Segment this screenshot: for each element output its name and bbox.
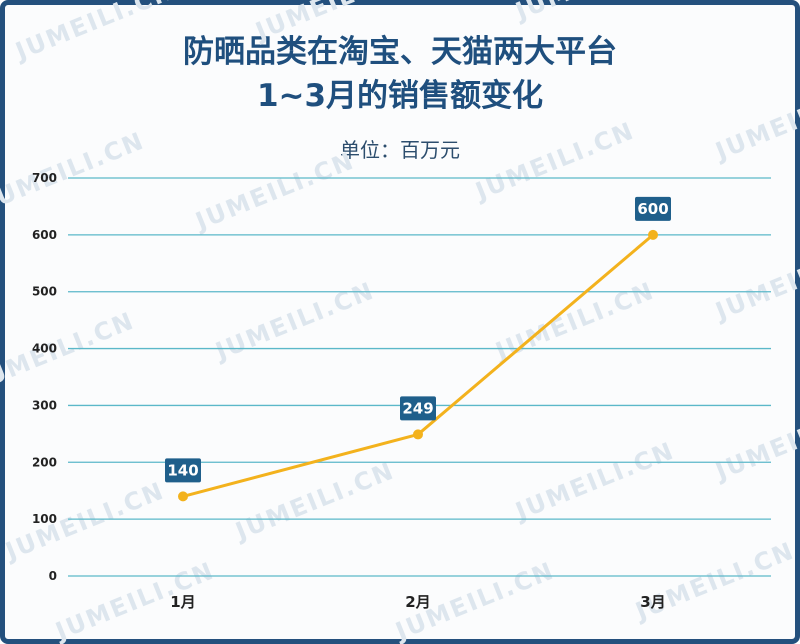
- watermark-text: JUMEILI.CN: [710, 396, 800, 486]
- data-point: [413, 429, 423, 440]
- y-tick-label: 400: [32, 342, 57, 356]
- y-tick-label: 300: [32, 398, 57, 412]
- watermark-text: JUMEILI.CN: [190, 146, 359, 236]
- watermark-text: JUMEILI.CN: [10, 0, 179, 66]
- watermark-text: JUMEILI.CN: [630, 536, 799, 626]
- watermark-text: JUMEILI.CN: [210, 276, 379, 366]
- series-line: [182, 233, 654, 498]
- y-tick-label: 0: [49, 569, 57, 583]
- data-label: 249: [402, 399, 433, 417]
- watermark-text: JUMEILI.CN: [250, 0, 419, 46]
- data-label-box: [400, 396, 436, 421]
- watermark-text: JUMEILI.CN: [0, 476, 169, 566]
- watermark-text: JUMEILI.CN: [470, 116, 639, 206]
- unit-label: 单位：百万元: [340, 138, 460, 162]
- chart-title: 防晒品类在淘宝、天猫两大平台 1~3月的销售额变化: [0, 30, 800, 118]
- watermark-text: JUMEILI.CN: [710, 76, 800, 166]
- data-labels: 140 249 600: [165, 196, 671, 483]
- data-label: 600: [637, 200, 668, 218]
- watermark-text: JUMEILI.CN: [710, 236, 800, 326]
- watermark-text: JUMEILI.CN: [510, 0, 679, 26]
- x-tick-label: 2月: [405, 593, 430, 611]
- y-tick-label: 600: [32, 228, 57, 242]
- grid-layer: [68, 177, 771, 577]
- y-tick-label: 500: [32, 285, 57, 299]
- y-tick-label: 700: [32, 171, 57, 185]
- title-line-2: 1~3月的销售额变化: [256, 78, 544, 114]
- x-tick-labels: 1月 2月 3月: [170, 593, 665, 611]
- watermark-text: JUMEILI.CN: [0, 126, 149, 216]
- data-point: [648, 229, 658, 240]
- watermark-text: JUMEILI.CN: [0, 306, 139, 396]
- y-tick-label: 200: [32, 455, 57, 469]
- x-tick-label: 1月: [170, 593, 195, 611]
- data-point: [178, 491, 188, 502]
- x-tick-label: 3月: [640, 593, 665, 611]
- watermark-text: JUMEILI.CN: [510, 436, 679, 526]
- watermark-text: JUMEILI.CN: [230, 456, 399, 546]
- data-label: 140: [167, 461, 198, 479]
- y-tick-label: 100: [32, 512, 57, 526]
- y-tick-labels: 0 100 200 300 400 500 600 700: [32, 171, 57, 583]
- data-label-box: [165, 458, 201, 483]
- title-line-1: 防晒品类在淘宝、天猫两大平台: [183, 34, 617, 70]
- data-label-box: [635, 196, 671, 221]
- series-layer: [178, 229, 658, 502]
